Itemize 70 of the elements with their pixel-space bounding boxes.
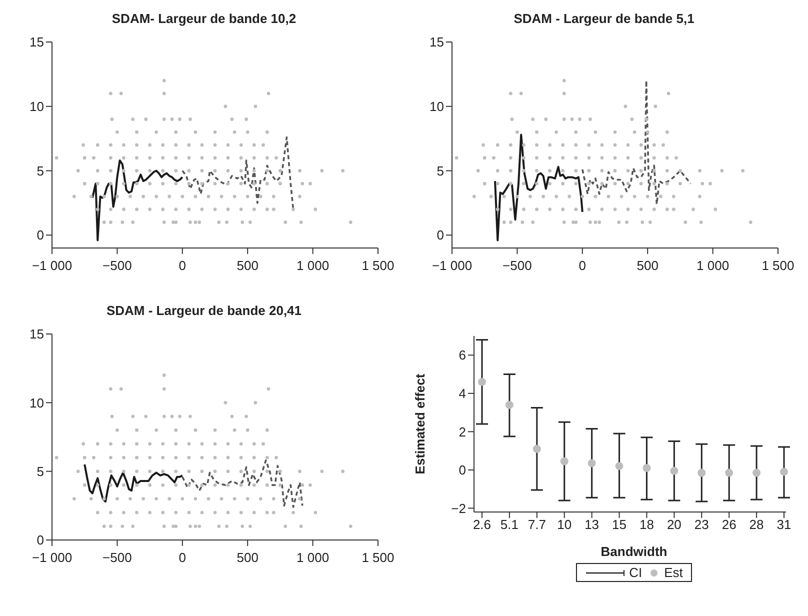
x-tick-label: 1 000: [296, 550, 330, 565]
x-tick-label: 0: [578, 258, 586, 273]
x-tick-label: 15: [612, 517, 627, 532]
x-tick-label: −500: [502, 258, 532, 273]
point: [588, 459, 596, 468]
point: [752, 468, 761, 477]
y-tick-label: 4: [458, 386, 466, 402]
x-tick-label: 7.7: [528, 517, 546, 532]
x-tick-label: 500: [636, 258, 658, 273]
point: [698, 468, 706, 477]
point: [642, 464, 651, 472]
y-tick-label: 10: [430, 98, 444, 114]
x-tick-label: −1 000: [32, 550, 72, 565]
x-axis-title: Bandwidth: [600, 544, 668, 559]
y-tick-label: 5: [36, 163, 44, 178]
y-tick-label: 0: [436, 228, 444, 243]
x-tick-label: 10: [557, 517, 572, 532]
point: [505, 400, 514, 409]
y-tick-label: 0: [458, 462, 466, 478]
x-tick-label: 5.1: [500, 517, 518, 532]
x-tick-label: 500: [236, 258, 258, 273]
point: [725, 468, 734, 477]
y-tick-label: 15: [30, 326, 44, 342]
y-tick-label: 5: [436, 163, 444, 178]
x-tick-label: 13: [584, 517, 600, 532]
chart-title: SDAM - Largeur de bande 20,41: [105, 302, 303, 320]
line-series: [182, 136, 294, 210]
point: [560, 457, 568, 466]
x-tick-label: 1 500: [362, 258, 394, 273]
x-tick-label: 2.6: [472, 517, 492, 532]
x-tick-label: 0: [178, 258, 186, 273]
legend-label: Est: [664, 565, 683, 580]
x-tick-label: 31: [776, 517, 792, 532]
line-series: [582, 80, 692, 206]
x-tick-label: 0: [178, 550, 186, 565]
x-tick-label: 1 000: [296, 258, 330, 273]
x-tick-label: 28: [749, 517, 764, 532]
x-tick-label: −1 000: [432, 258, 472, 273]
line-series: [84, 463, 184, 503]
y-tick-label: 0: [36, 532, 44, 548]
x-tick-label: 500: [236, 550, 258, 565]
point: [670, 466, 678, 475]
point: [478, 378, 486, 386]
y-tick-label: 0: [36, 228, 44, 243]
line-series: [494, 134, 584, 242]
x-tick-label: 1 500: [762, 258, 794, 273]
x-tick-label: 23: [694, 517, 709, 532]
x-tick-label: −1 000: [32, 258, 72, 273]
y-tick-label: 15: [430, 34, 444, 50]
x-tick-label: 18: [639, 517, 654, 532]
y-tick-label: 5: [36, 464, 44, 479]
text: CI: [629, 565, 642, 580]
point: [780, 468, 788, 476]
x-tick-label: −500: [102, 550, 132, 565]
x-tick-label: 20: [666, 517, 682, 532]
chart-title: SDAM- Largeur de bande 10,2: [110, 10, 298, 28]
chart-title: SDAM - Largeur de bande 5,1: [512, 10, 696, 28]
y-tick-label: 2: [458, 424, 466, 440]
point: [615, 462, 624, 470]
x-tick-label: 1 000: [696, 258, 730, 273]
x-tick-label: −500: [102, 258, 132, 273]
y-axis-title: Estimated effect: [412, 373, 428, 474]
y-tick-label: 10: [30, 395, 44, 410]
y-tick-label: 15: [30, 34, 44, 50]
x-tick-label: 26: [722, 517, 736, 532]
y-tick-label: −2: [451, 500, 466, 516]
y-tick-label: 6: [458, 348, 466, 363]
point: [532, 444, 541, 453]
y-tick-label: 10: [30, 98, 44, 114]
x-tick-label: 1 500: [362, 550, 394, 565]
